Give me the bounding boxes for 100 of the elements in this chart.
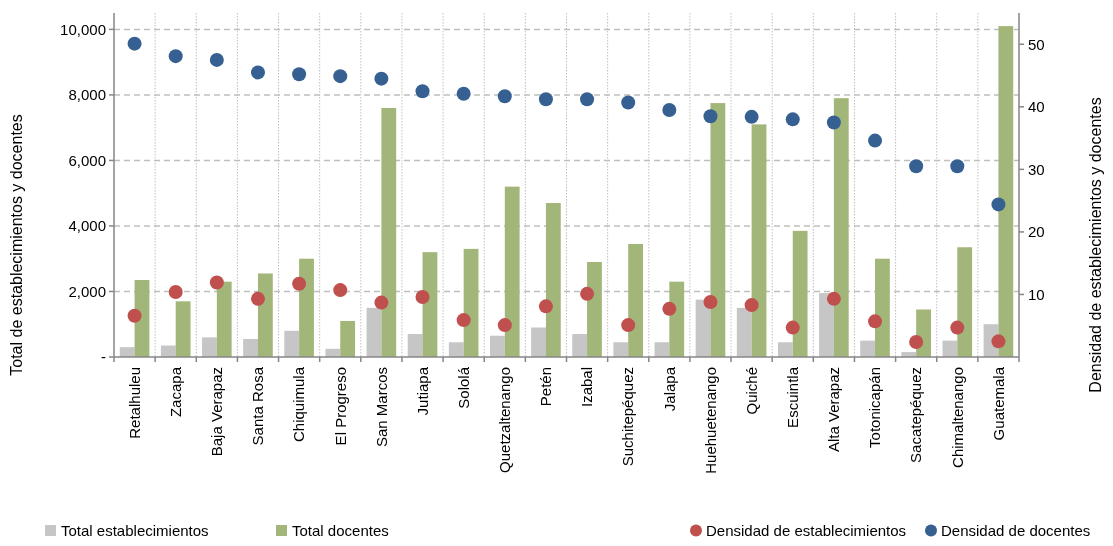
point xyxy=(703,109,718,124)
point xyxy=(580,92,595,107)
bar xyxy=(875,258,890,357)
point xyxy=(703,294,718,309)
point xyxy=(415,289,430,304)
point xyxy=(168,284,183,299)
y-tick-label: 4,000 xyxy=(68,217,106,235)
x-tick-label: Jutiapa xyxy=(413,366,431,416)
y2-tick-label: 50 xyxy=(1028,35,1045,53)
legend-label: Densidad de docentes xyxy=(941,522,1091,539)
point xyxy=(826,115,841,130)
y-tick-label: 2,000 xyxy=(68,282,106,300)
point xyxy=(785,320,800,335)
y2-tick-label: 30 xyxy=(1028,160,1045,178)
bar xyxy=(777,342,793,357)
x-tick-label: El Progreso xyxy=(331,367,349,446)
x-tick-label: Zacapa xyxy=(166,366,184,418)
y-tick-label: 6,000 xyxy=(68,151,106,169)
point xyxy=(744,298,759,313)
x-tick-label: Totonicapán xyxy=(866,367,884,448)
point xyxy=(950,320,965,335)
bar xyxy=(654,342,670,357)
point xyxy=(909,334,924,349)
y-tick-label: 8,000 xyxy=(68,86,106,104)
point xyxy=(991,197,1006,212)
point xyxy=(497,318,512,333)
point xyxy=(826,291,841,306)
point xyxy=(868,133,883,148)
bar xyxy=(613,342,629,357)
x-tick-label: Jalapa xyxy=(660,366,678,412)
x-tick-label: Quetzaltenango xyxy=(496,367,514,473)
y2-tick-label: 20 xyxy=(1028,223,1045,241)
y-tick-label: - xyxy=(101,348,106,366)
x-tick-label: Chimaltenango xyxy=(948,367,966,468)
point xyxy=(580,286,595,301)
y-axis-title: Total de establecimientos y docentes xyxy=(8,114,25,376)
bar xyxy=(504,186,520,357)
x-tick-label: Quiché xyxy=(742,367,760,415)
point xyxy=(127,308,142,323)
point xyxy=(868,314,883,329)
point xyxy=(950,159,965,174)
point xyxy=(209,52,224,67)
x-tick-label: Petén xyxy=(537,367,555,407)
point xyxy=(127,36,142,51)
legend-label: Total docentes xyxy=(292,522,389,539)
bar xyxy=(792,230,808,357)
x-tick-label: Sololá xyxy=(454,366,472,409)
x-tick-label: Chiquimula xyxy=(290,366,308,443)
bar xyxy=(833,98,849,357)
bar xyxy=(545,203,561,357)
point xyxy=(209,275,224,290)
bar xyxy=(284,330,300,357)
x-tick-label: Retalhuleu xyxy=(125,367,143,439)
point xyxy=(662,301,677,316)
x-tick-label: Santa Rosa xyxy=(249,366,267,446)
bar xyxy=(299,258,314,357)
point xyxy=(785,112,800,127)
point xyxy=(292,67,307,82)
bar xyxy=(366,307,382,357)
y2-tick-label: 40 xyxy=(1028,98,1045,116)
bar xyxy=(407,334,423,357)
bar xyxy=(243,338,258,357)
bar xyxy=(942,340,958,357)
bar xyxy=(587,261,602,357)
point xyxy=(909,159,924,174)
x-tick-label: Izabal xyxy=(578,367,596,408)
x-tick-label: Sacatepéquez xyxy=(907,367,925,463)
point xyxy=(497,89,512,104)
x-tick-label: Suchitepéquez xyxy=(619,367,637,467)
bar xyxy=(175,301,191,357)
bar xyxy=(998,26,1014,357)
y2-axis-title: Densidad de establecimientos y docentes xyxy=(1087,97,1104,393)
point xyxy=(456,86,471,101)
bar xyxy=(669,281,685,357)
x-tick-label: Escuintla xyxy=(784,366,801,428)
bar xyxy=(957,247,973,357)
bar xyxy=(531,327,546,357)
point xyxy=(662,102,677,117)
point xyxy=(333,69,348,84)
point xyxy=(621,318,636,333)
point xyxy=(374,71,389,86)
legend-label: Total establecimientos xyxy=(61,522,209,539)
bar xyxy=(736,307,752,357)
x-tick-label: Guatemala xyxy=(989,366,1007,441)
bar xyxy=(119,347,135,357)
point xyxy=(621,95,636,110)
bar xyxy=(448,342,464,357)
point xyxy=(333,283,348,298)
bar xyxy=(751,124,767,357)
bar xyxy=(710,103,726,357)
point xyxy=(250,291,265,306)
bar xyxy=(489,335,505,357)
y-tick-label: 10,000 xyxy=(60,20,106,38)
point xyxy=(168,49,183,64)
bar xyxy=(202,337,217,357)
bar xyxy=(216,281,232,357)
point xyxy=(250,65,265,80)
point xyxy=(374,295,389,310)
x-tick-label: San Marcos xyxy=(372,367,390,448)
x-tick-label: Baja Verapaz xyxy=(208,367,226,457)
